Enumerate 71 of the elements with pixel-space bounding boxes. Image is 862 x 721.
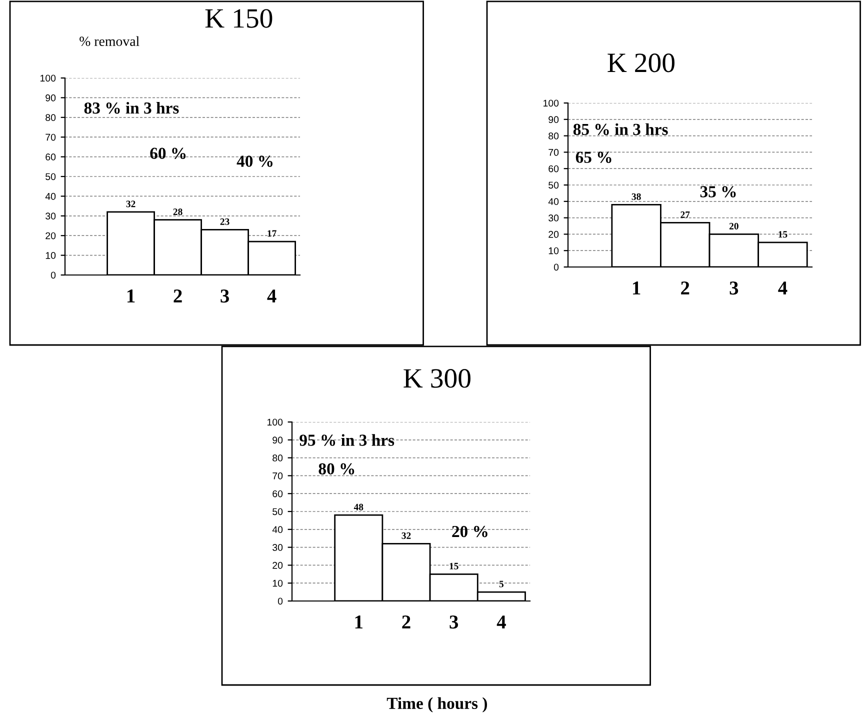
y-tick-label: 20 — [272, 562, 283, 569]
y-tick-label: 90 — [46, 94, 56, 102]
chart-title: K 150 — [205, 9, 272, 28]
chart-title: K 200 — [608, 53, 674, 72]
data-label: 15 — [778, 231, 788, 238]
x-tick-label: 2 — [681, 282, 690, 294]
y-tick-label: 80 — [46, 114, 56, 122]
annotation: 35 % — [700, 186, 736, 198]
annotation: 20 % — [452, 526, 488, 538]
annotation: 80 % — [318, 463, 354, 475]
x-tick-label: 3 — [220, 290, 229, 303]
x-tick-label: 1 — [127, 290, 135, 302]
data-label: 32 — [402, 532, 411, 539]
y-tick-label: 0 — [554, 264, 559, 271]
x-axis-title: Time ( hours ) — [386, 697, 487, 712]
data-label: 15 — [450, 562, 458, 570]
y-tick-label: 40 — [548, 198, 559, 206]
chart-title: K 300 — [404, 369, 470, 388]
y-tick-label: 20 — [46, 232, 56, 240]
y-tick-label: 80 — [272, 454, 283, 462]
y-tick-label: 40 — [45, 192, 56, 200]
x-tick-label: 1 — [355, 616, 362, 628]
y-tick-label: 100 — [267, 418, 283, 426]
y-tick-label: 70 — [272, 472, 283, 480]
x-tick-label: 4 — [267, 290, 276, 302]
y-tick-label: 30 — [548, 214, 559, 222]
data-label: 20 — [729, 222, 738, 230]
x-tick-label: 4 — [496, 616, 506, 628]
y-tick-label: 40 — [272, 526, 283, 534]
y-tick-label: 70 — [548, 148, 559, 156]
y-tick-label: 0 — [50, 272, 56, 279]
data-label: 17 — [268, 230, 276, 237]
annotation: 65 % — [576, 152, 612, 163]
y-tick-label: 30 — [46, 212, 56, 220]
x-tick-label: 2 — [174, 290, 182, 302]
x-tick-label: 1 — [633, 282, 640, 294]
y-tick-label: 60 — [46, 154, 56, 160]
data-label: 48 — [354, 504, 364, 510]
y-tick-label: 60 — [548, 165, 559, 172]
annotation: 95 % in 3 hrs — [300, 434, 394, 446]
y-tick-label: 20 — [548, 230, 559, 238]
y-tick-label: 10 — [548, 247, 559, 254]
x-tick-label: 3 — [450, 616, 458, 629]
y-tick-label: 80 — [548, 132, 559, 140]
y-tick-label: 50 — [548, 182, 559, 189]
annotation: 85 % in 3 hrs — [573, 123, 668, 136]
x-tick-label: 4 — [778, 282, 788, 294]
y-axis-title: % removal — [80, 36, 140, 46]
data-label: 28 — [173, 208, 182, 216]
data-label: 38 — [632, 193, 641, 200]
y-tick-label: 90 — [548, 116, 559, 124]
y-tick-label: 100 — [40, 74, 56, 82]
y-tick-label: 30 — [272, 544, 283, 551]
y-tick-label: 70 — [46, 134, 56, 141]
y-tick-label: 10 — [272, 580, 283, 587]
y-tick-label: 100 — [543, 100, 559, 107]
y-tick-label: 0 — [278, 598, 283, 605]
y-tick-label: 10 — [46, 252, 56, 259]
x-tick-label: 2 — [402, 616, 410, 628]
y-tick-label: 50 — [46, 173, 56, 180]
y-tick-label: 50 — [272, 508, 283, 516]
data-label: 32 — [126, 200, 136, 208]
y-tick-label: 90 — [272, 436, 283, 444]
data-label: 27 — [680, 211, 690, 218]
annotation: 40 % — [236, 156, 272, 167]
x-tick-label: 3 — [730, 282, 738, 295]
y-tick-label: 60 — [272, 490, 283, 498]
data-label: 23 — [220, 218, 230, 225]
annotation: 60 % — [150, 148, 186, 160]
annotation: 83 % in 3 hrs — [84, 102, 179, 114]
data-label: 5 — [499, 580, 504, 588]
